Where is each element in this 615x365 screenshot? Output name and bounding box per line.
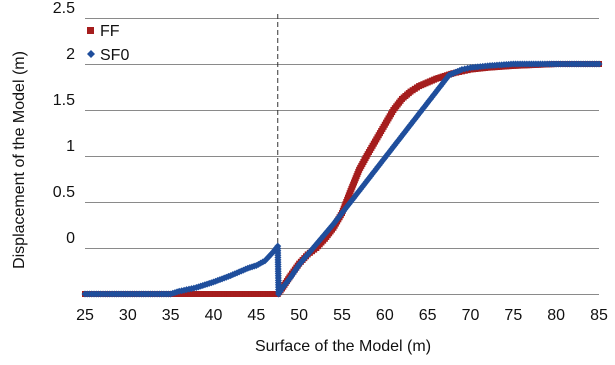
x-tick-label: 60 (376, 307, 394, 324)
y-tick-label: 1 (66, 138, 75, 155)
x-tick-label: 25 (76, 307, 94, 324)
y-tick-labels: 0 0.5 1 1.5 2 2.5 (53, 0, 75, 247)
legend: FF SF0 (87, 23, 129, 64)
legend-marker-ff (87, 27, 94, 34)
y-tick-label: 1.5 (53, 92, 75, 109)
y-tick-label: 2 (66, 46, 75, 63)
y-tick-label: 0 (66, 230, 75, 247)
series-group (81, 60, 603, 298)
data-point (595, 60, 603, 68)
x-tick-label: 65 (419, 307, 437, 324)
x-tick-labels: 25 30 35 40 45 50 55 60 65 70 75 80 85 (76, 307, 608, 324)
x-tick-label: 70 (462, 307, 480, 324)
y-axis-title: Displacement of the Model (m) (11, 51, 28, 269)
gridlines (85, 18, 599, 295)
series-sf0 (81, 60, 603, 298)
legend-label-ff: FF (100, 23, 120, 40)
x-tick-label: 75 (504, 307, 522, 324)
x-tick-label: 35 (162, 307, 180, 324)
x-tick-label: 30 (119, 307, 137, 324)
x-tick-label: 55 (333, 307, 351, 324)
x-tick-label: 40 (205, 307, 223, 324)
data-point (264, 253, 272, 261)
x-tick-label: 50 (290, 307, 308, 324)
series-ff (82, 61, 602, 297)
x-tick-label: 45 (247, 307, 265, 324)
legend-label-sf0: SF0 (100, 47, 129, 64)
x-axis-title: Surface of the Model (m) (255, 338, 431, 355)
x-tick-label: 80 (547, 307, 565, 324)
legend-marker-sf0 (87, 50, 95, 58)
y-tick-label: 2.5 (53, 0, 75, 17)
x-tick-label: 85 (590, 307, 608, 324)
y-tick-label: 0.5 (53, 184, 75, 201)
